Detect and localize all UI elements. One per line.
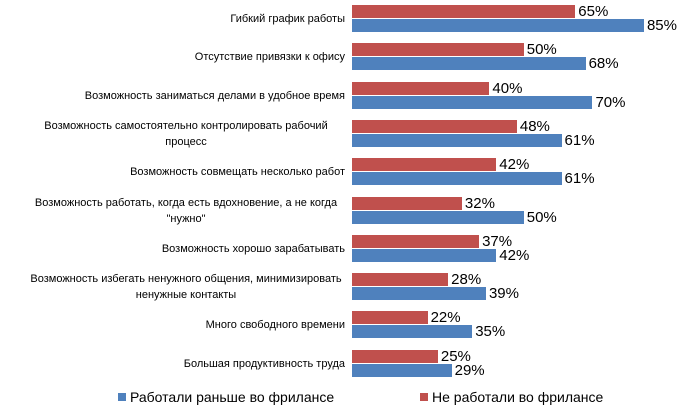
bar — [352, 287, 486, 301]
category-label: Возможность работать, когда есть вдохнов… — [20, 197, 345, 225]
category-text: Большая продуктивность труда — [183, 357, 345, 370]
value-label: 42% — [499, 156, 530, 174]
legend-label: Не работали во фрилансе — [432, 389, 604, 405]
bar — [352, 210, 524, 224]
bar — [352, 81, 490, 95]
legend-label: Работали раньше во фрилансе — [130, 389, 335, 405]
value-label: 48% — [519, 117, 550, 135]
bar — [352, 43, 524, 57]
category-text: Возможность совмещать несколько работ — [130, 166, 345, 179]
value-label: 29% — [454, 361, 485, 379]
bar — [352, 172, 562, 186]
category-label: Отсутствие привязки к офису — [20, 43, 345, 71]
bar — [352, 349, 438, 363]
category-label: Возможность заниматься делами в удобное … — [20, 82, 345, 110]
category-text: Возможность избегать ненужного общения, … — [30, 273, 342, 302]
category-text: Гибкий график работы — [230, 13, 345, 25]
value-label: 50% — [526, 41, 557, 59]
value-label: 68% — [588, 55, 619, 73]
bar — [352, 119, 517, 133]
bar — [352, 57, 586, 71]
bar — [352, 196, 462, 210]
legend-swatch — [420, 393, 428, 401]
bar — [352, 133, 562, 147]
value-label: 39% — [488, 285, 519, 303]
legend-swatch — [118, 393, 126, 401]
value-label: 61% — [564, 170, 595, 188]
value-label: 65% — [578, 3, 609, 20]
value-label: 50% — [526, 208, 557, 226]
category-label: Много свободного времени — [20, 311, 345, 339]
bar — [352, 158, 497, 172]
bar — [352, 363, 452, 377]
value-label: 70% — [595, 93, 626, 111]
category-text: Возможность самостоятельно контролироват… — [44, 119, 328, 148]
category-text: Много свободного времени — [205, 319, 345, 332]
category-text: Возможность заниматься делами в удобное … — [84, 89, 345, 102]
category-label: Большая продуктивность труда — [20, 350, 345, 378]
bar — [352, 273, 449, 287]
value-label: 40% — [492, 79, 523, 97]
category-label: Возможность самостоятельно контролироват… — [20, 120, 345, 148]
category-text: Отсутствие привязки к офису — [194, 51, 345, 64]
category-label: Возможность избегать ненужного общения, … — [20, 273, 345, 301]
category-label: Возможность хорошо зарабатывать — [20, 235, 345, 263]
value-label: 32% — [464, 194, 495, 212]
category-label: Гибкий график работы — [20, 5, 345, 33]
bar — [352, 248, 497, 262]
value-label: 42% — [499, 246, 530, 264]
bar — [352, 325, 473, 339]
value-label: 22% — [430, 309, 461, 327]
value-label: 25% — [440, 347, 471, 365]
value-label: 37% — [482, 232, 513, 250]
bar — [352, 19, 644, 32]
value-label: 28% — [451, 271, 482, 289]
category-label: Возможность совмещать несколько работ — [20, 158, 345, 186]
category-text: Возможность хорошо зарабатывать — [161, 242, 345, 255]
bar — [352, 5, 576, 18]
value-label: 85% — [646, 17, 677, 34]
value-label: 35% — [475, 323, 506, 341]
bar — [352, 234, 480, 248]
value-label: 61% — [564, 131, 595, 149]
category-text: Возможность работать, когда есть вдохнов… — [34, 196, 338, 225]
bar — [352, 95, 593, 109]
bar — [352, 311, 428, 325]
